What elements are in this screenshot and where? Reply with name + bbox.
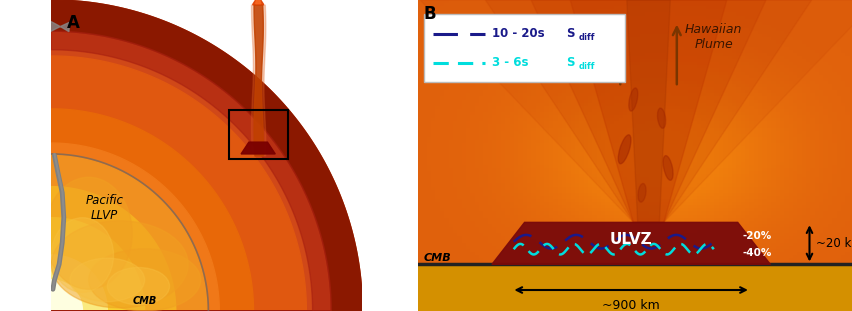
Polygon shape	[492, 222, 769, 264]
Polygon shape	[252, 0, 263, 5]
Polygon shape	[241, 142, 275, 154]
Polygon shape	[531, 0, 765, 222]
Text: diff: diff	[579, 33, 595, 42]
Polygon shape	[420, 0, 852, 222]
Bar	[228, 110, 287, 159]
Text: Pacific
LLVP: Pacific LLVP	[85, 194, 123, 222]
Ellipse shape	[657, 108, 665, 128]
Ellipse shape	[70, 258, 145, 302]
Text: diff: diff	[579, 62, 595, 71]
Ellipse shape	[637, 183, 645, 202]
Text: 10 - 20s: 10 - 20s	[492, 27, 548, 40]
Ellipse shape	[628, 88, 637, 111]
Ellipse shape	[662, 156, 672, 180]
Polygon shape	[569, 0, 726, 222]
Text: S: S	[565, 27, 573, 40]
Polygon shape	[51, 218, 145, 311]
Polygon shape	[51, 56, 306, 311]
Ellipse shape	[45, 177, 132, 289]
Polygon shape	[485, 0, 811, 222]
Polygon shape	[32, 13, 69, 41]
Bar	[417, 264, 852, 311]
Polygon shape	[51, 0, 362, 311]
Text: ~20 km: ~20 km	[815, 237, 852, 250]
Polygon shape	[256, 0, 261, 4]
Polygon shape	[51, 187, 176, 311]
Ellipse shape	[618, 135, 630, 164]
Text: S: S	[565, 56, 573, 69]
FancyBboxPatch shape	[424, 14, 624, 82]
Polygon shape	[51, 0, 362, 311]
Text: 3 - 6s: 3 - 6s	[492, 56, 540, 69]
Polygon shape	[51, 255, 107, 311]
Polygon shape	[51, 280, 83, 311]
Text: ~900 km: ~900 km	[602, 299, 659, 311]
Polygon shape	[51, 31, 331, 311]
Ellipse shape	[51, 221, 188, 308]
Ellipse shape	[89, 249, 200, 311]
Text: ULVZ: ULVZ	[609, 233, 652, 248]
Text: CMB: CMB	[132, 296, 157, 306]
Polygon shape	[51, 143, 219, 311]
Text: CMB: CMB	[423, 253, 451, 263]
Text: B: B	[423, 5, 435, 23]
Text: -40%: -40%	[741, 248, 770, 258]
Text: A: A	[66, 14, 80, 32]
Polygon shape	[51, 109, 253, 311]
Ellipse shape	[51, 218, 113, 292]
Text: -20%: -20%	[741, 231, 770, 241]
Ellipse shape	[107, 267, 170, 305]
Polygon shape	[626, 0, 670, 222]
Polygon shape	[51, 156, 206, 311]
Text: Hawaiian
Plume: Hawaiian Plume	[684, 23, 741, 51]
